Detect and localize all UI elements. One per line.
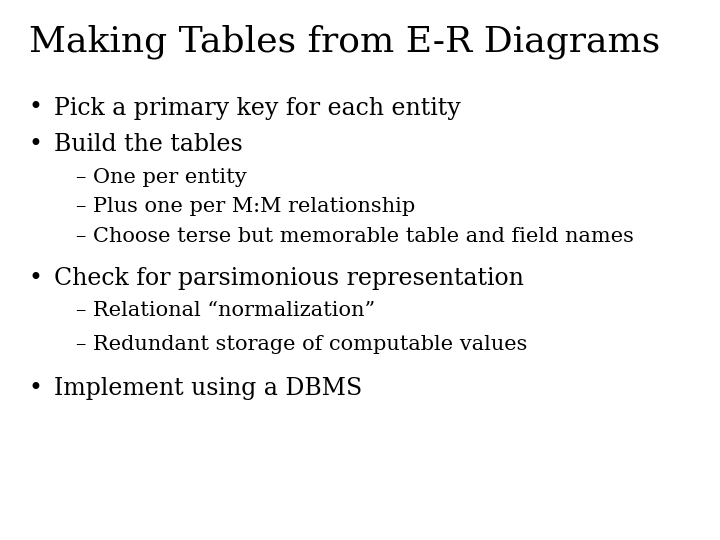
Text: Check for parsimonious representation: Check for parsimonious representation [54,267,524,289]
Text: – Choose terse but memorable table and field names: – Choose terse but memorable table and f… [76,227,634,246]
Text: – Relational “normalization”: – Relational “normalization” [76,301,375,320]
Text: •: • [29,133,42,156]
Text: •: • [29,377,42,400]
Text: Implement using a DBMS: Implement using a DBMS [54,377,362,400]
Text: •: • [29,97,42,119]
Text: •: • [29,267,42,289]
Text: Build the tables: Build the tables [54,133,243,156]
Text: – Redundant storage of computable values: – Redundant storage of computable values [76,335,527,354]
Text: Making Tables from E-R Diagrams: Making Tables from E-R Diagrams [29,24,660,59]
Text: – Plus one per M:M relationship: – Plus one per M:M relationship [76,197,415,217]
Text: – One per entity: – One per entity [76,167,246,187]
Text: Pick a primary key for each entity: Pick a primary key for each entity [54,97,461,119]
